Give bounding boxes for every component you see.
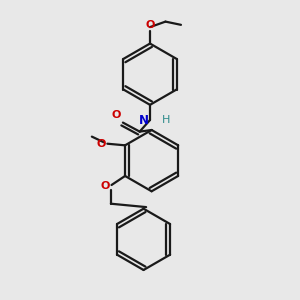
Text: O: O	[96, 139, 106, 149]
Text: N: N	[138, 113, 148, 127]
Text: O: O	[112, 110, 121, 120]
Text: O: O	[145, 20, 155, 30]
Text: O: O	[100, 181, 110, 190]
Text: H: H	[162, 115, 171, 125]
